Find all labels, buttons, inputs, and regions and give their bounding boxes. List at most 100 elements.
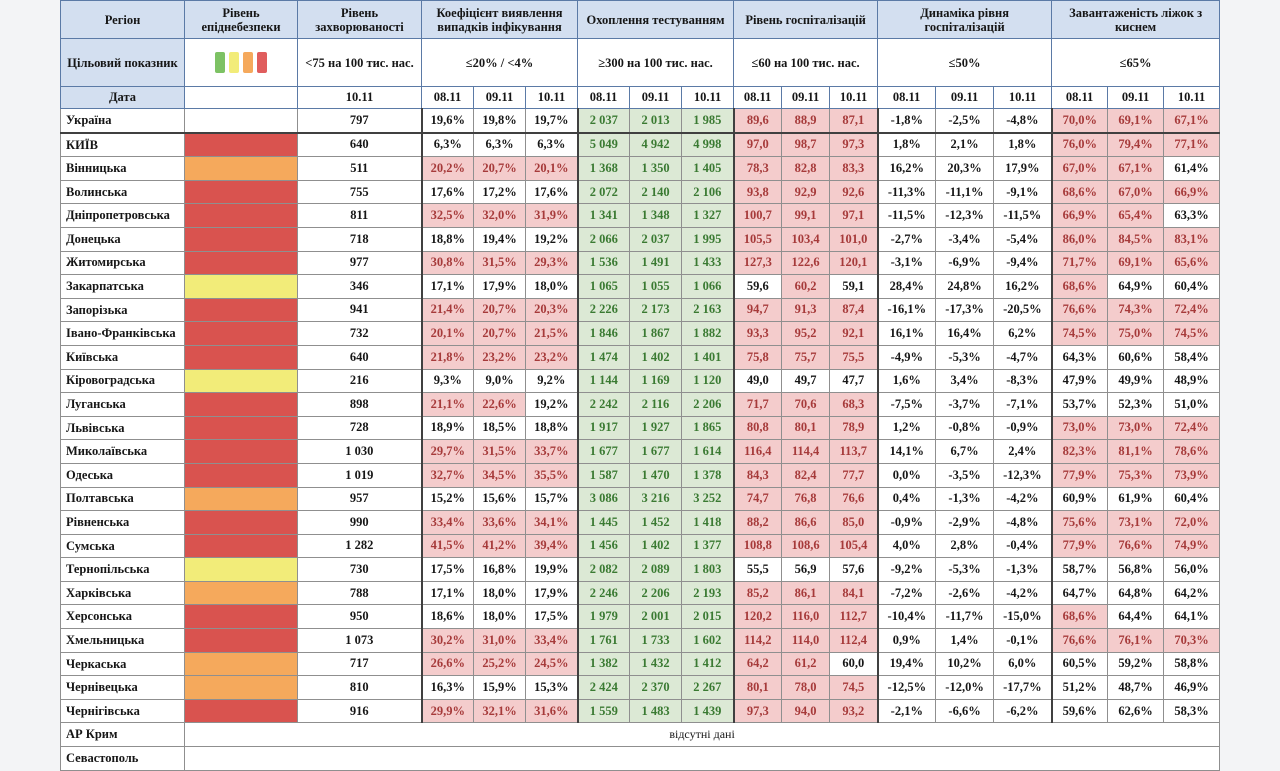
region-name-cell: Сумська [60, 533, 185, 559]
detection-cell: 25,2% [473, 651, 526, 677]
detection-cell: 41,2% [473, 533, 526, 559]
dynamics-cell: -0,1% [993, 628, 1053, 653]
region-name-cell: Полтавська [60, 486, 185, 512]
hospitalization-cell: 60,2 [781, 274, 831, 299]
epidemic-level-cell [184, 274, 298, 299]
testing-cell: 2 193 [681, 580, 735, 606]
bed-occupancy-cell: 73,0% [1050, 415, 1109, 441]
header-date-beds-3: 10.11 [1163, 86, 1221, 109]
incidence-cell: 732 [297, 321, 422, 346]
detection-cell: 17,6% [420, 179, 474, 205]
region-name-cell: Волинська [60, 179, 185, 205]
region-name-cell: Україна [60, 107, 185, 134]
dynamics-cell: -8,3% [993, 368, 1053, 394]
legend-swatch-green [215, 52, 225, 73]
dynamics-cell: -16,1% [876, 297, 937, 323]
epidemic-level-cell [184, 698, 298, 724]
bed-occupancy-cell: 68,6% [1050, 179, 1109, 205]
dynamics-cell: -4,9% [876, 344, 937, 370]
detection-cell: 17,5% [420, 557, 474, 582]
testing-cell: 1 733 [629, 628, 683, 653]
detection-cell: 20,7% [473, 156, 526, 181]
incidence-cell: 640 [297, 132, 422, 158]
bed-occupancy-cell: 64,8% [1107, 580, 1165, 606]
dynamics-cell: 28,4% [876, 274, 937, 299]
incidence-cell: 797 [297, 107, 422, 134]
dynamics-cell: -9,1% [993, 179, 1053, 205]
covid-regions-table: Регіон Рівень епіднебезпеки Рівень захво… [60, 0, 1221, 771]
incidence-cell: 640 [297, 344, 422, 370]
dynamics-cell: -2,5% [935, 107, 995, 134]
hospitalization-cell: 94,7 [732, 297, 783, 323]
epidemic-level-cell [184, 368, 298, 394]
hospitalization-cell: 100,7 [732, 203, 783, 228]
dynamics-cell: 1,8% [876, 132, 937, 158]
testing-cell: 2 206 [681, 392, 735, 417]
dynamics-cell: -7,2% [876, 580, 937, 606]
testing-cell: 1 587 [576, 462, 631, 488]
dynamics-cell: -5,3% [935, 557, 995, 582]
detection-cell: 9,2% [524, 368, 579, 394]
dynamics-cell: -0,8% [935, 415, 995, 441]
testing-cell: 2 173 [629, 297, 683, 323]
bed-occupancy-cell: 47,9% [1050, 368, 1109, 394]
header-date-dynamics-3: 10.11 [993, 86, 1053, 109]
epidemic-level-cell [184, 392, 298, 417]
region-name-cell: Миколаївська [60, 439, 185, 464]
bed-occupancy-cell: 53,7% [1050, 392, 1109, 417]
incidence-cell: 717 [297, 651, 422, 677]
testing-cell: 1 865 [681, 415, 735, 441]
dynamics-cell: -2,9% [935, 510, 995, 535]
dynamics-cell: 6,7% [935, 439, 995, 464]
testing-cell: 2 082 [576, 557, 631, 582]
bed-occupancy-cell: 75,3% [1107, 462, 1165, 488]
detection-cell: 32,0% [473, 203, 526, 228]
hospitalization-cell: 77,7 [829, 462, 879, 488]
testing-cell: 1 066 [681, 274, 735, 299]
hospitalization-cell: 71,7 [732, 392, 783, 417]
dynamics-cell: 1,2% [876, 415, 937, 441]
header-date-dynamics-2: 09.11 [935, 86, 995, 109]
header-incidence: Рівень захворюваності [297, 0, 422, 39]
detection-cell: 30,2% [420, 628, 474, 653]
dynamics-cell: 0,4% [876, 486, 937, 512]
bed-occupancy-cell: 76,1% [1107, 628, 1165, 653]
testing-cell: 1 677 [629, 439, 683, 464]
detection-cell: 18,0% [473, 580, 526, 606]
hospitalization-cell: 86,6 [781, 510, 831, 535]
bed-occupancy-cell: 67,0% [1107, 179, 1165, 205]
bed-occupancy-cell: 72,0% [1163, 510, 1221, 535]
bed-occupancy-cell: 58,4% [1163, 344, 1221, 370]
epidemic-level-cell [184, 226, 298, 252]
hospitalization-cell: 116,4 [732, 439, 783, 464]
bed-occupancy-cell: 56,0% [1163, 557, 1221, 582]
dynamics-cell: -3,1% [876, 250, 937, 276]
dynamics-cell: -6,2% [993, 698, 1053, 724]
legend-swatch-orange [243, 52, 253, 73]
bed-occupancy-cell: 66,9% [1163, 179, 1221, 205]
hospitalization-cell: 76,8 [781, 486, 831, 512]
bed-occupancy-cell: 60,4% [1163, 486, 1221, 512]
hospitalization-cell: 87,1 [829, 107, 879, 134]
spreadsheet-screenshot: Регіон Рівень епіднебезпеки Рівень захво… [60, 0, 1221, 771]
hospitalization-cell: 99,1 [781, 203, 831, 228]
dynamics-cell: 19,4% [876, 651, 937, 677]
bed-occupancy-cell: 52,3% [1107, 392, 1165, 417]
hospitalization-cell: 98,7 [781, 132, 831, 158]
bed-occupancy-cell: 46,9% [1163, 675, 1221, 700]
testing-cell: 1 433 [681, 250, 735, 276]
detection-cell: 32,5% [420, 203, 474, 228]
hospitalization-cell: 49,0 [732, 368, 783, 394]
hospitalization-cell: 120,1 [829, 250, 879, 276]
dynamics-cell: -12,3% [993, 462, 1053, 488]
detection-cell: 15,6% [473, 486, 526, 512]
hospitalization-cell: 83,3 [829, 156, 879, 181]
testing-cell: 2 089 [629, 557, 683, 582]
bed-occupancy-cell: 84,5% [1107, 226, 1165, 252]
detection-cell: 34,1% [524, 510, 579, 535]
hospitalization-cell: 78,9 [829, 415, 879, 441]
detection-cell: 15,7% [524, 486, 579, 512]
dynamics-cell: -11,1% [935, 179, 995, 205]
bed-occupancy-cell: 67,1% [1107, 156, 1165, 181]
region-name-cell: Івано-Франківська [60, 321, 185, 346]
